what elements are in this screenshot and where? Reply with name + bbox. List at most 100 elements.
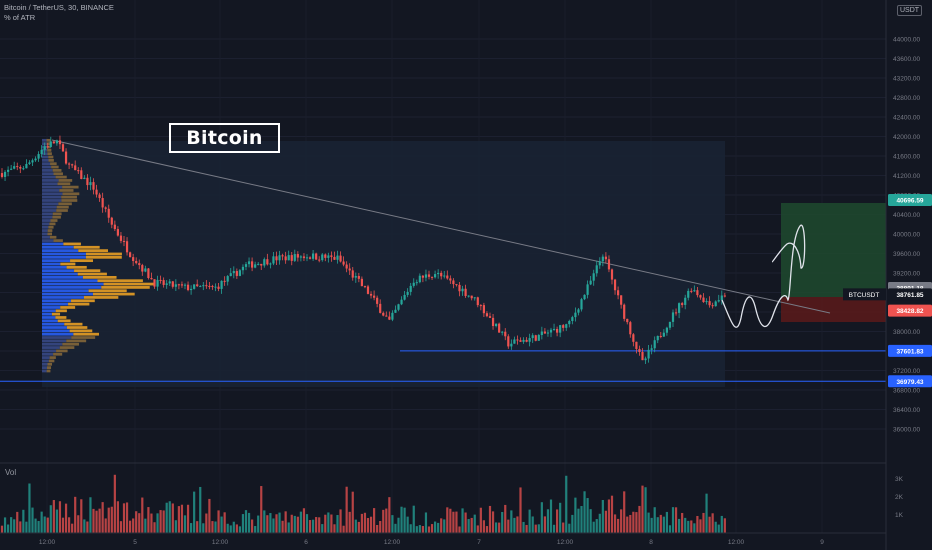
- profile-row-up: [42, 212, 53, 216]
- volume-bar: [504, 504, 507, 533]
- candle-body: [702, 297, 705, 303]
- profile-row-up: [42, 342, 63, 346]
- volume-bar: [549, 499, 553, 533]
- profile-row-down: [62, 192, 80, 196]
- volume-bar: [415, 526, 418, 533]
- candle-body: [684, 297, 687, 305]
- profile-row-up: [42, 195, 62, 199]
- candle-body: [0, 173, 4, 177]
- profile-row-down: [49, 235, 57, 239]
- candle-body: [366, 286, 370, 294]
- price-axis[interactable]: 44000.00 43600.00 43200.00 42800.00 42400.00…: [885, 0, 920, 550]
- candle-body: [394, 309, 397, 313]
- profile-row-up: [42, 359, 49, 363]
- volume-bar: [565, 475, 568, 533]
- candle-body: [251, 261, 254, 268]
- profile-row-up: [42, 215, 53, 219]
- volume-bar: [552, 524, 556, 533]
- profile-row-down: [46, 369, 51, 373]
- candle-body: [665, 327, 668, 333]
- price-tick-label: 36000.00: [893, 427, 920, 434]
- profile-row-up: [42, 366, 47, 369]
- volume-bar: [583, 491, 586, 533]
- profile-row-down: [48, 158, 54, 162]
- volume-bar: [19, 521, 22, 533]
- volume-bar: [83, 519, 86, 533]
- volume-bar: [199, 486, 202, 533]
- volume-bar: [366, 518, 370, 533]
- volume-bar: [681, 512, 684, 533]
- candle-body: [537, 335, 540, 341]
- volume-bar: [412, 505, 415, 533]
- volume-bar: [434, 521, 437, 533]
- volume-bar: [513, 517, 516, 533]
- indicator-label[interactable]: % of ATR: [4, 13, 36, 22]
- profile-row-up: [42, 232, 48, 236]
- volume-bar: [101, 502, 104, 533]
- profile-row-up: [42, 242, 64, 246]
- volume-bar: [458, 526, 461, 533]
- profile-row-down: [58, 179, 73, 182]
- price-label: 37601.83: [896, 348, 923, 355]
- volume-bar: [202, 523, 205, 533]
- candle-body: [412, 282, 415, 286]
- profile-row-up: [42, 229, 48, 232]
- price-tick-label: 38000.00: [893, 329, 920, 336]
- volume-bar: [327, 512, 330, 533]
- volume-bar: [482, 520, 485, 533]
- volume-bar: [281, 520, 284, 533]
- candle-body: [336, 255, 339, 260]
- volume-bar: [71, 523, 74, 533]
- candle-body: [424, 274, 428, 278]
- volume-pane-label[interactable]: Vol: [5, 468, 17, 477]
- volume-bar: [391, 515, 394, 533]
- candle-body: [330, 255, 333, 257]
- symbol-title[interactable]: Bitcoin / TetherUS, 30, BINANCE: [4, 3, 114, 12]
- volume-bar: [522, 521, 525, 533]
- profile-row-down: [71, 336, 96, 339]
- profile-row-up: [42, 162, 51, 166]
- profile-row-up: [42, 286, 102, 289]
- volume-bar: [702, 512, 705, 533]
- candle-body: [491, 317, 495, 327]
- profile-row-down: [49, 356, 56, 359]
- volume-bar: [674, 507, 678, 533]
- volume-bar: [671, 507, 675, 533]
- time-tick-label: 12:00: [728, 539, 745, 546]
- profile-row-up: [42, 199, 62, 202]
- profile-row-down: [82, 275, 117, 279]
- horizontal-levels[interactable]: [0, 350, 886, 382]
- candle-body: [147, 268, 150, 279]
- volume-bar: [629, 514, 632, 533]
- volume-bar: [147, 507, 150, 533]
- candle-body: [574, 312, 577, 318]
- candle-body: [540, 331, 543, 336]
- candle-body: [501, 331, 504, 333]
- volume-bar: [260, 486, 263, 533]
- volume-bar: [473, 514, 476, 533]
- volume-bar: [46, 517, 49, 533]
- volume-bar: [574, 497, 577, 533]
- candle-body: [601, 256, 604, 262]
- profile-row-down: [73, 245, 100, 249]
- candle-body: [345, 264, 348, 269]
- currency-badge[interactable]: USDT: [897, 5, 923, 16]
- volume-bar: [49, 505, 52, 533]
- candle-body: [153, 279, 156, 287]
- trendline[interactable]: [51, 139, 831, 314]
- volume-bar: [58, 501, 62, 533]
- profile-row-down: [78, 249, 109, 252]
- volume-bar: [52, 500, 55, 533]
- volume-bar: [324, 514, 327, 533]
- profile-row-down: [46, 366, 52, 369]
- time-axis[interactable]: 12:00 5 12:00 6 12:00 7 12:00 8 12:00 9: [0, 532, 886, 546]
- volume-bar: [263, 510, 266, 533]
- volume-bar: [13, 519, 16, 533]
- volume-bar: [330, 514, 333, 533]
- volume-bar: [525, 524, 528, 533]
- candle-body: [668, 321, 672, 328]
- price-tick-label: 43600.00: [893, 56, 920, 63]
- candle-body: [132, 257, 135, 261]
- volume-bar: [687, 520, 690, 533]
